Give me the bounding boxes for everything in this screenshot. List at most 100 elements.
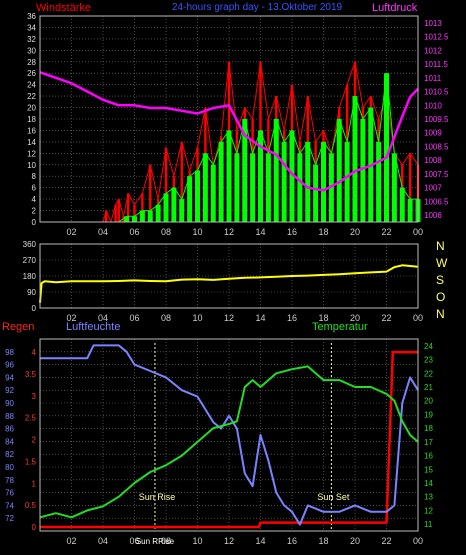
pressure-y-tick: 1009.5 <box>424 115 449 124</box>
avg-wind-line <box>40 72 418 223</box>
wind-y-tick: 20 <box>27 104 36 113</box>
gust-bar <box>149 164 152 222</box>
pressure-y-tick: 1008.5 <box>424 142 449 151</box>
avg-wind-bar <box>210 164 216 222</box>
x-tick-label: 14 <box>255 227 265 237</box>
avg-wind-bar <box>234 153 240 222</box>
avg-wind-bar <box>155 204 161 222</box>
pressure-y-tick: 1013 <box>424 19 442 28</box>
wind-y-tick: 24 <box>27 81 36 90</box>
rain-y-tick: 3.5 <box>25 370 37 379</box>
pressure-y-tick: 1011.5 <box>424 60 448 69</box>
x-tick-label: 16 <box>287 227 297 237</box>
avg-wind-bar <box>124 216 130 222</box>
x-tick-label: 20 <box>350 313 360 323</box>
wind-pressure-panel: Windstärke 24-hours graph day - 13.Oktob… <box>27 2 449 237</box>
x-tick-label: 04 <box>98 313 108 323</box>
humidity-y-tick: 90 <box>5 399 14 408</box>
direction-panel-frame <box>39 243 419 309</box>
pressure-y-tick: 1012 <box>424 46 442 55</box>
avg-wind-bar <box>391 153 397 222</box>
temperature-y-tick: 11 <box>424 520 433 529</box>
x-tick-label: 00 <box>413 227 423 237</box>
avg-wind-bar <box>289 130 295 222</box>
pressure-y-tick: 1006.5 <box>424 197 449 206</box>
temperature-y-tick: 23 <box>424 356 433 365</box>
avg-wind-bar <box>360 119 366 222</box>
sun-markers: Sun Rise Sun Set <box>139 343 350 531</box>
direction-x-axis: 02 04 06 08 10 12 14 16 18 20 22 00 <box>66 313 423 323</box>
rain-y-tick: 2 <box>32 436 37 445</box>
x-tick-label: 18 <box>318 536 328 546</box>
temperature-line <box>39 365 419 519</box>
pressure-y-tick: 1011 <box>424 74 442 83</box>
rain-y-tick: 1 <box>32 479 37 488</box>
avg-wind-bar <box>297 153 303 222</box>
avg-wind-bar <box>384 73 389 222</box>
avg-wind-bar <box>313 164 319 222</box>
gust-bar <box>104 210 108 222</box>
humidity-y-tick: 72 <box>5 514 14 523</box>
x-tick-label: 16 <box>287 313 297 323</box>
direction-grid <box>40 243 419 309</box>
wind-y-tick: 36 <box>27 12 36 21</box>
x-tick-label: 18 <box>318 313 328 323</box>
x-tick-label: 06 <box>129 227 139 237</box>
temperature-y-tick: 21 <box>424 383 433 392</box>
compass-letter: N <box>436 239 445 253</box>
sun-tick-label: Sun RRise <box>136 537 175 546</box>
wind-y-tick: 30 <box>27 46 36 55</box>
pressure-y-tick: 1006 <box>424 211 442 220</box>
wind-y-tick: 8 <box>32 172 37 181</box>
humidity-y-tick: 96 <box>5 361 14 370</box>
temperature-y-tick: 20 <box>424 397 433 406</box>
climate-series <box>39 344 419 529</box>
avg-wind-bar <box>265 153 271 222</box>
x-tick-label: 00 <box>413 536 423 546</box>
x-tick-label: 02 <box>66 313 76 323</box>
x-tick-label: 02 <box>66 227 76 237</box>
rain-line <box>40 350 418 529</box>
humidity-y-tick: 92 <box>5 386 14 395</box>
wind-panel-frame <box>39 15 419 223</box>
x-tick-label: 08 <box>161 536 171 546</box>
temperature-y-tick: 14 <box>424 479 433 488</box>
humidity-y-tick: 80 <box>5 463 14 472</box>
x-tick-label: 18 <box>318 227 328 237</box>
x-tick-label: 14 <box>255 536 265 546</box>
wind-y-tick: 0 <box>32 218 37 227</box>
pressure-y-tick: 1012.5 <box>424 33 449 42</box>
rain-y-tick: 0 <box>32 523 37 532</box>
x-tick-label: 12 <box>224 536 234 546</box>
x-tick-label: 02 <box>66 536 76 546</box>
avg-wind-bar <box>226 130 232 222</box>
x-tick-label: 08 <box>161 313 171 323</box>
temperature-y-tick: 15 <box>424 465 433 474</box>
wind-y-tick: 28 <box>27 58 36 67</box>
avg-wind-bar <box>202 153 208 222</box>
avg-wind-bar <box>407 199 413 222</box>
humidity-y-tick: 86 <box>5 425 14 434</box>
x-tick-label: 10 <box>192 313 202 323</box>
humidity-y-tick: 88 <box>5 412 14 421</box>
humidity-y-tick: 74 <box>5 501 14 510</box>
x-tick-label: 10 <box>192 536 202 546</box>
avg-wind-bar <box>195 170 200 222</box>
x-tick-label: 22 <box>381 313 391 323</box>
rain-y-tick: 2.5 <box>25 414 37 423</box>
climate-grid <box>40 339 419 531</box>
x-tick-label: 20 <box>350 227 360 237</box>
compass-letter: O <box>436 290 445 304</box>
x-tick-label: 10 <box>192 227 202 237</box>
wind-y-tick: 6 <box>32 184 37 193</box>
x-tick-label: 16 <box>287 536 297 546</box>
avg-wind-bar <box>242 119 248 222</box>
pressure-y-tick: 1007 <box>424 184 442 193</box>
humidity-y-tick: 98 <box>5 348 14 357</box>
x-tick-label: 14 <box>255 313 265 323</box>
avg-wind-bar <box>258 130 263 222</box>
avg-wind-bar <box>139 210 145 222</box>
sunrise-label: Sun Rise <box>139 492 176 502</box>
